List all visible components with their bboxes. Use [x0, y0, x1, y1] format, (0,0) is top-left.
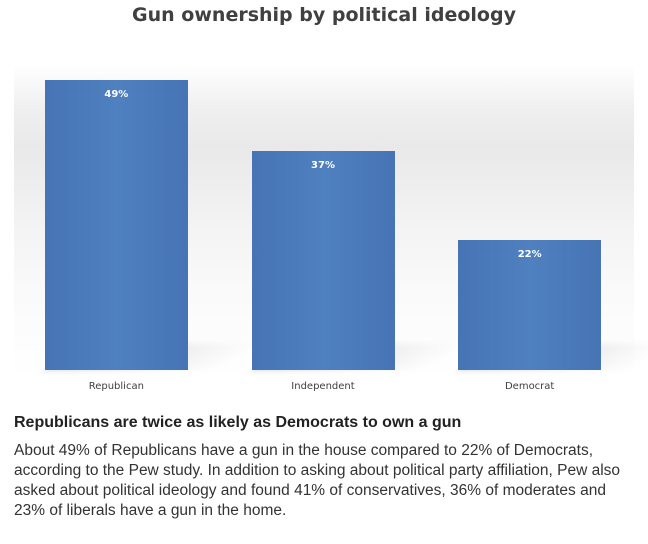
bar-democrat — [458, 239, 602, 370]
category-label-independent: Independent — [291, 381, 355, 392]
section-heading: Republicans are twice as likely as Democ… — [14, 414, 462, 431]
data-label-independent: 37% — [311, 159, 335, 171]
bar-independent — [251, 150, 395, 370]
chart-title: Gun ownership by political ideology — [132, 4, 516, 26]
category-label-democrat: Democrat — [504, 381, 555, 392]
bar-group: 49% Republican 37% Independent 22% Democrat — [14, 38, 648, 392]
category-label-republican: Republican — [88, 381, 144, 392]
data-label-democrat: 22% — [517, 248, 542, 260]
bar-republican — [44, 79, 188, 370]
data-label-republican: 49% — [104, 88, 129, 100]
article-body: About 49% of Republicans have a gun in t… — [14, 442, 621, 519]
chart-plot-area: 49% Republican 37% Independent 22% Democrat — [14, 38, 648, 392]
